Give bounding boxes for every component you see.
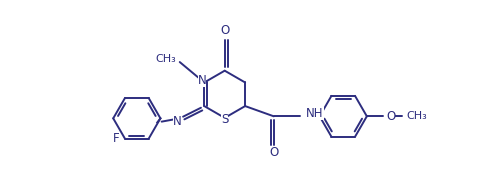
Text: CH₃: CH₃: [155, 54, 176, 64]
Text: CH₃: CH₃: [406, 111, 427, 121]
Text: N: N: [173, 115, 182, 128]
Text: NH: NH: [306, 107, 324, 120]
Text: N: N: [198, 74, 206, 87]
Text: O: O: [269, 146, 279, 159]
Text: F: F: [113, 132, 120, 145]
Text: O: O: [386, 110, 395, 123]
Text: S: S: [221, 113, 228, 126]
Text: O: O: [220, 24, 229, 37]
